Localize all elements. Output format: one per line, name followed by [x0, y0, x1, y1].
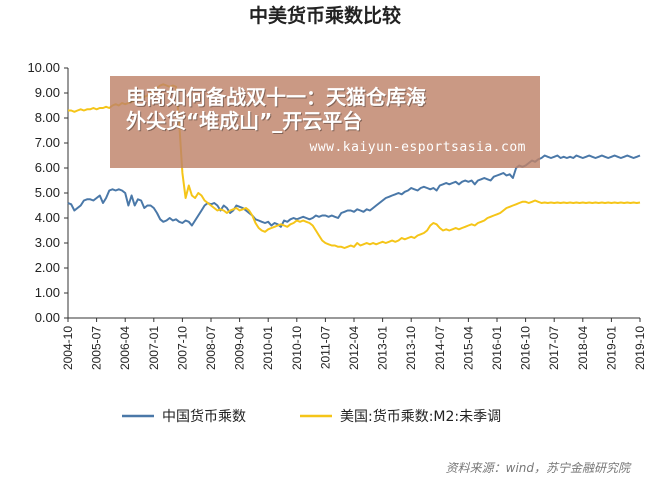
x-tick-label: 2009-04 — [233, 326, 247, 370]
x-tick-label: 2008-07 — [204, 326, 218, 370]
y-axis: 0.00 1.00 2.00 3.00 4.00 5.00 6.00 7.00 8.00 9.00… — [27, 60, 69, 325]
x-tick-label: 2010-10 — [290, 326, 304, 370]
x-tick-label: 2010-01 — [261, 326, 275, 370]
x-tick-label: 2015-04 — [461, 326, 475, 370]
source-note: 资料来源：wind，苏宁金融研究院 — [446, 461, 632, 475]
x-tick-label: 2006-04 — [118, 326, 132, 370]
x-tick-label: 2019-10 — [633, 326, 647, 370]
y-tick-label: 0.00 — [35, 310, 60, 325]
ad-line-2: 外尖货“堆成山”_开云平台 — [126, 109, 363, 133]
x-tick-label: 2017-07 — [547, 326, 561, 370]
x-axis: 2004-10 2005-07 2006-04 2007-01 2007-10 2008-… — [61, 317, 647, 370]
x-tick-label: 2014-07 — [433, 326, 447, 370]
y-tick-label: 9.00 — [35, 85, 60, 100]
y-tick-label: 8.00 — [35, 110, 60, 125]
legend-label-1: 中国货币乘数 — [162, 408, 246, 425]
legend: 中国货币乘数 美国:货币乘数:M2:未季调 — [122, 408, 501, 425]
ad-line-1: 电商如何备战双十一：天猫仓库海 — [126, 85, 426, 109]
x-tick-label: 2013-10 — [404, 326, 418, 370]
series-line-1 — [67, 154, 641, 228]
x-tick-label: 2013-01 — [376, 326, 390, 370]
y-tick-label: 2.00 — [35, 260, 60, 275]
y-tick-label: 10.00 — [27, 60, 60, 75]
chart-title: 中美货币乘数比较 — [249, 4, 401, 27]
y-tick-label: 7.00 — [35, 135, 60, 150]
ad-url: www.kaiyun-esportsasia.com — [309, 140, 526, 155]
x-tick-label: 2007-10 — [175, 326, 189, 370]
x-tick-label: 2005-07 — [90, 326, 104, 370]
x-tick-label: 2016-10 — [519, 326, 533, 370]
x-tick-label: 2004-10 — [61, 326, 75, 370]
y-tick-label: 5.00 — [35, 185, 60, 200]
y-tick-label: 4.00 — [35, 210, 60, 225]
x-tick-label: 2012-04 — [347, 326, 361, 370]
legend-label-2: 美国:货币乘数:M2:未季调 — [340, 408, 501, 425]
x-tick-label: 2018-04 — [576, 326, 590, 370]
x-tick-label: 2011-07 — [318, 326, 332, 369]
y-tick-label: 6.00 — [35, 160, 60, 175]
y-tick-label: 1.00 — [35, 285, 60, 300]
ad-banner[interactable]: 电商如何备战双十一：天猫仓库海 外尖货“堆成山”_开云平台 www.kaiyun… — [110, 76, 540, 168]
y-tick-label: 3.00 — [35, 235, 60, 250]
x-tick-label: 2016-01 — [490, 326, 504, 370]
x-tick-label: 2019-01 — [604, 326, 618, 370]
x-tick-label: 2007-01 — [147, 326, 161, 370]
